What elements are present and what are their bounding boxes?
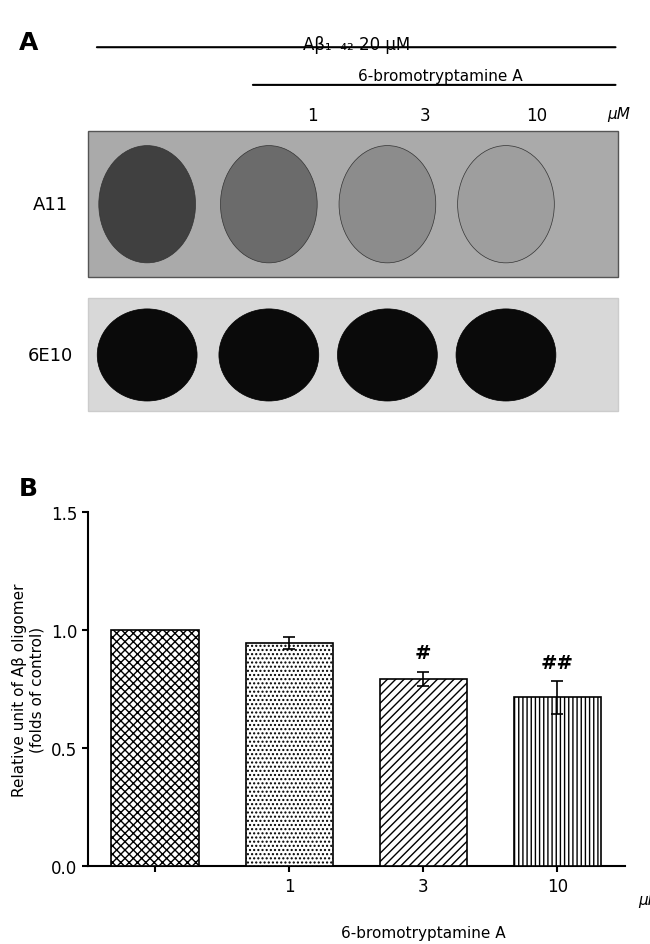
Ellipse shape <box>339 146 436 263</box>
Ellipse shape <box>99 146 196 263</box>
Text: Aβ₁₋₄₂ 20 μM: Aβ₁₋₄₂ 20 μM <box>303 36 410 54</box>
Ellipse shape <box>337 310 437 401</box>
Text: A11: A11 <box>33 196 68 214</box>
FancyBboxPatch shape <box>88 132 618 278</box>
Ellipse shape <box>456 310 556 401</box>
FancyBboxPatch shape <box>88 299 618 412</box>
Text: 6E10: 6E10 <box>28 346 73 364</box>
Ellipse shape <box>220 146 317 263</box>
Text: μM: μM <box>607 107 630 122</box>
Text: B: B <box>20 477 38 500</box>
Ellipse shape <box>98 310 197 401</box>
Ellipse shape <box>458 146 554 263</box>
Text: 6-bromotryptamine A: 6-bromotryptamine A <box>358 69 523 84</box>
Text: 3: 3 <box>419 107 430 125</box>
Text: 1: 1 <box>307 107 318 125</box>
Ellipse shape <box>219 310 318 401</box>
Text: A: A <box>20 31 38 56</box>
Text: 10: 10 <box>526 107 548 125</box>
